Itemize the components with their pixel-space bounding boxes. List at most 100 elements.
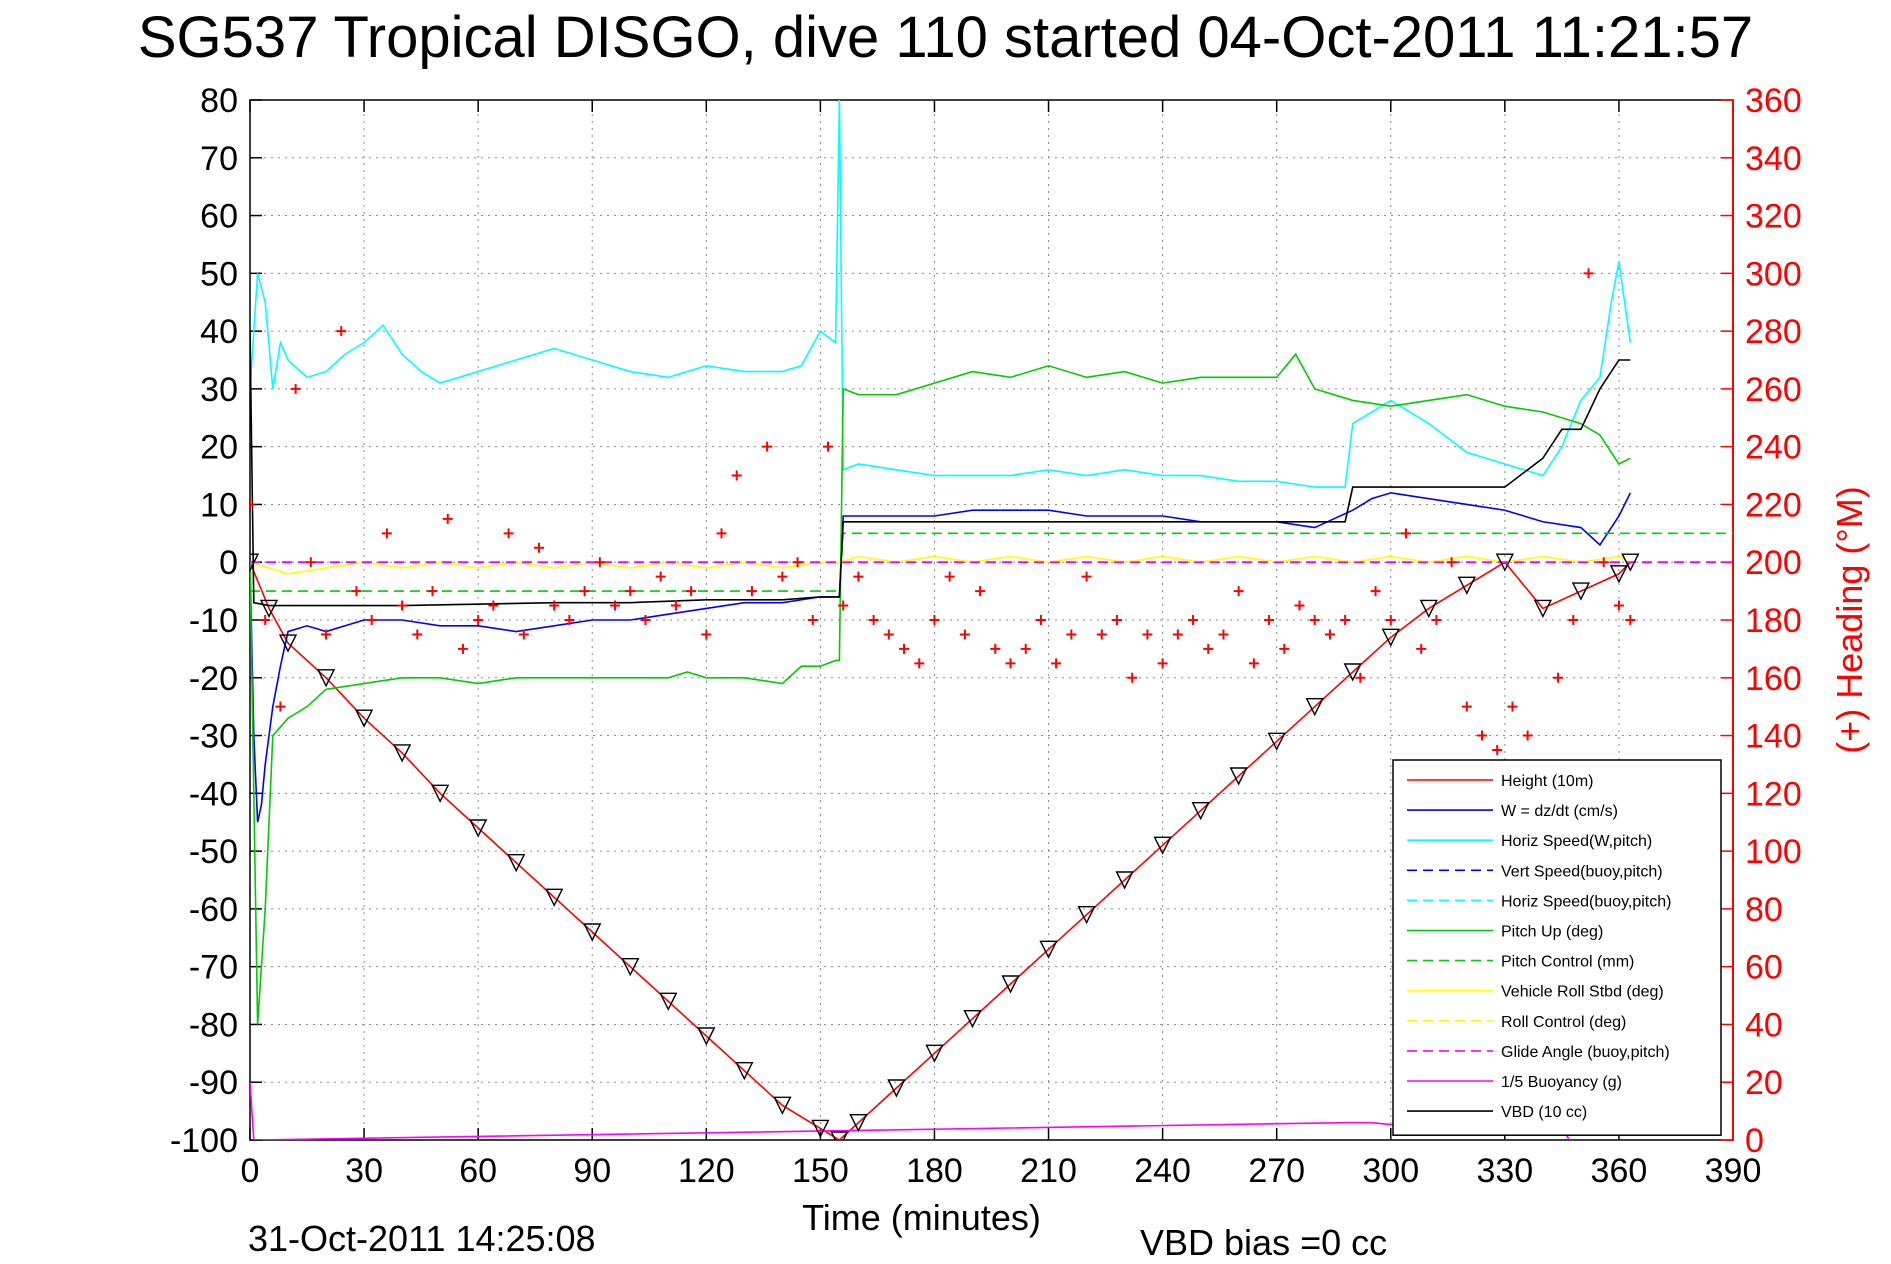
- heading-marker: [944, 571, 955, 582]
- height-sample-marker: [773, 1096, 792, 1115]
- y2-tick-label: 280: [1745, 313, 1802, 351]
- heading-marker: [1553, 672, 1564, 683]
- height-sample-marker: [1609, 565, 1629, 584]
- y-tick-label: 20: [200, 429, 238, 467]
- height-sample-marker: [811, 1119, 830, 1139]
- y2-tick-label: 320: [1745, 198, 1802, 236]
- y-tick-label: 50: [200, 255, 238, 293]
- y-tick-label: -20: [189, 660, 238, 698]
- y-tick-label: 70: [200, 140, 238, 178]
- legend-label: Height (10m): [1501, 773, 1593, 790]
- y-tick-label: 0: [219, 544, 238, 582]
- heading-marker: [564, 615, 575, 625]
- height-sample-marker: [925, 1044, 944, 1063]
- y2-tick-label: 140: [1745, 718, 1802, 756]
- heading-marker: [1324, 629, 1335, 640]
- heading-marker: [503, 528, 514, 539]
- heading-marker: [1446, 557, 1457, 568]
- y-tick-label: -90: [189, 1064, 238, 1102]
- height-sample-marker: [316, 669, 336, 688]
- heading-marker: [610, 600, 621, 611]
- height-sample-marker: [621, 957, 640, 977]
- series-vbd-10-cc: [250, 331, 1631, 607]
- heading-marker: [762, 441, 773, 452]
- heading-marker: [533, 542, 544, 553]
- heading-marker: [1142, 629, 1153, 640]
- heading-marker: [305, 557, 316, 568]
- y-tick-label: -10: [189, 602, 238, 640]
- footer-vbd-bias: VBD bias =0 cc: [1140, 1222, 1388, 1263]
- y2-tick-label: 240: [1745, 429, 1802, 467]
- x-tick-label: 0: [241, 1152, 260, 1190]
- heading-marker: [579, 586, 590, 597]
- series-pitch-up-deg: [250, 352, 1631, 1025]
- y-tick-label: -40: [189, 775, 238, 813]
- heading-marker: [1111, 615, 1122, 625]
- x-axis-label: Time (minutes): [802, 1197, 1041, 1238]
- y-tick-label: 80: [200, 82, 238, 120]
- height-sample-marker: [849, 1113, 868, 1133]
- height-sample-marker: [354, 709, 374, 728]
- heading-marker: [1203, 643, 1214, 654]
- heading-marker: [1492, 745, 1503, 755]
- heading-marker: [1400, 528, 1411, 539]
- y2-tick-label: 360: [1745, 82, 1802, 120]
- y2-tick-label: 160: [1745, 660, 1802, 698]
- legend-label: Roll Control (deg): [1501, 1014, 1626, 1031]
- y-tick-label: -50: [189, 833, 238, 871]
- y2-tick-label: 40: [1745, 1006, 1783, 1044]
- series-group: [250, 100, 1733, 1140]
- height-sample-marker: [1153, 836, 1172, 855]
- legend-label: W = dz/dt (cm/s): [1501, 803, 1618, 820]
- heading-marker: [1157, 658, 1168, 669]
- heading-marker: [412, 629, 423, 640]
- x-tick-label: 60: [459, 1152, 497, 1190]
- y-tick-label: -80: [189, 1006, 238, 1044]
- heading-marker: [1020, 643, 1031, 654]
- height-sample-marker: [1457, 576, 1476, 595]
- x-tick-label: 150: [792, 1152, 849, 1190]
- x-tick-label: 180: [906, 1152, 963, 1190]
- y2-tick-label: 100: [1745, 833, 1802, 871]
- series-vehicle-roll-stbd-deg: [250, 555, 1631, 575]
- height-sample-marker: [507, 853, 526, 873]
- heading-marker: [1096, 629, 1107, 640]
- height-sample-marker: [545, 888, 564, 907]
- x-tick-label: 330: [1476, 1152, 1533, 1190]
- heading-marker: [250, 499, 255, 510]
- series-pitch-control-mm: [250, 532, 1733, 592]
- heading-marker: [1294, 600, 1305, 611]
- height-sample-marker: [697, 1027, 716, 1046]
- heading-marker: [746, 586, 757, 597]
- y2-tick-label: 200: [1745, 544, 1802, 582]
- x-tick-label: 360: [1591, 1152, 1648, 1190]
- heading-marker: [1477, 730, 1488, 741]
- height-sample-marker: [830, 1131, 849, 1140]
- x-tick-label: 30: [345, 1152, 383, 1190]
- x-tick-label: 90: [573, 1152, 611, 1190]
- height-sample-marker: [583, 923, 602, 942]
- height-sample-marker: [250, 553, 260, 572]
- heading-marker: [1522, 730, 1533, 741]
- heading-marker: [883, 629, 894, 640]
- height-sample-marker: [278, 634, 298, 653]
- y2-tick-label: 0: [1745, 1122, 1764, 1160]
- heading-marker: [457, 643, 468, 654]
- heading-marker: [260, 615, 271, 625]
- heading-marker: [1051, 658, 1062, 669]
- x-tick-label: 120: [678, 1152, 735, 1190]
- heading-marker: [625, 586, 636, 597]
- heading-marker: [670, 600, 681, 611]
- heading-marker: [275, 701, 286, 712]
- heading-marker: [959, 629, 970, 640]
- y2-tick-label: 300: [1745, 255, 1802, 293]
- x-tick-label: 240: [1134, 1152, 1191, 1190]
- series-horiz-speed-w-pitch: [250, 100, 1632, 488]
- height-sample-marker: [1191, 801, 1210, 821]
- heading-marker: [518, 629, 529, 640]
- heading-marker: [321, 629, 332, 640]
- heading-marker: [1370, 586, 1381, 597]
- heading-marker: [975, 586, 986, 597]
- y-tick-label: 40: [200, 313, 238, 351]
- height-sample-marker: [659, 992, 678, 1011]
